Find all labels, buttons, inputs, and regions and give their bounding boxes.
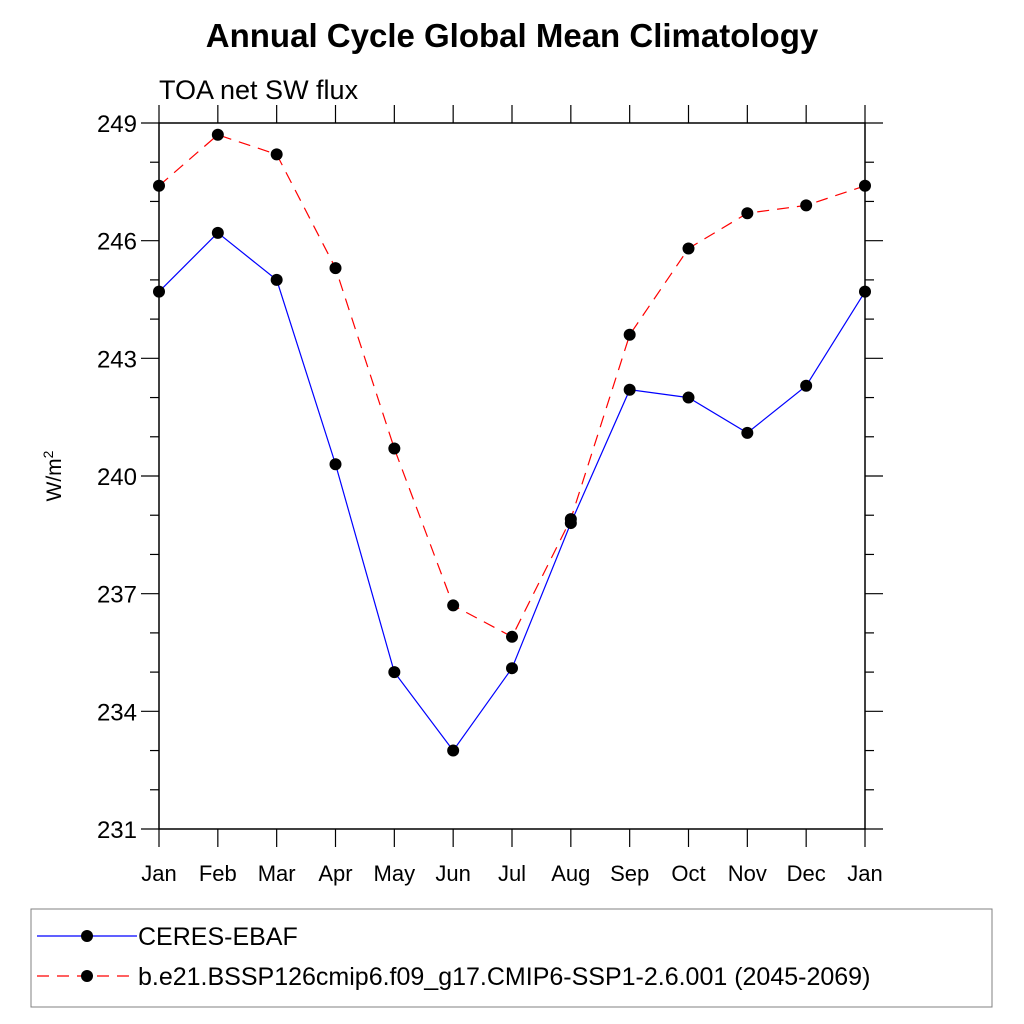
series-group xyxy=(153,128,871,757)
x-tick-label: Dec xyxy=(787,861,826,886)
series-0-point xyxy=(741,426,754,439)
y-axis: 231 234 237 240 243 246 249 xyxy=(97,111,883,844)
x-axis: Jan Feb Mar Apr May Jun Jul Aug Sep Oct Nov Dec Jan xyxy=(141,105,883,886)
x-tick-label: Oct xyxy=(671,861,705,886)
legend-box xyxy=(30,908,993,1008)
series-1-point xyxy=(741,207,754,220)
series-0-point xyxy=(388,666,401,679)
series-0-point xyxy=(800,379,813,392)
series-1-point xyxy=(682,242,695,255)
y-tick-label: 237 xyxy=(97,582,137,609)
plot-frame xyxy=(158,122,866,830)
series-1-point xyxy=(211,128,224,141)
series-1-point xyxy=(388,442,401,455)
y-axis-label-superscript: 2 xyxy=(40,450,56,458)
series-0-point xyxy=(153,285,165,298)
y-tick-label: 231 xyxy=(97,817,137,844)
x-tick-label: Jun xyxy=(435,861,470,886)
series-1-point xyxy=(329,262,342,275)
series-1-point xyxy=(623,328,636,341)
y-tick-label: 246 xyxy=(97,229,137,256)
series-0-point xyxy=(682,391,695,404)
series-0-point xyxy=(211,226,224,239)
series-1-point xyxy=(800,199,813,212)
series-1-point xyxy=(153,179,165,192)
x-tick-label: Jan xyxy=(141,861,176,886)
x-tick-label: Feb xyxy=(199,861,237,886)
series-0-point xyxy=(270,273,283,286)
x-tick-label: May xyxy=(374,861,416,886)
series-1-point xyxy=(859,179,871,192)
x-tick-label: Jul xyxy=(498,861,526,886)
y-tick-label: 243 xyxy=(97,346,137,373)
y-axis-label-unit: W/m xyxy=(43,458,66,501)
chart-title: Annual Cycle Global Mean Climatology xyxy=(206,17,819,54)
series-0-point xyxy=(447,744,460,757)
x-tick-label: Jan xyxy=(847,861,882,886)
y-axis-label: W/m2 xyxy=(40,450,66,501)
legend-marker-ceres xyxy=(81,930,93,942)
series-0-point xyxy=(623,383,636,396)
legend-label-model: b.e21.BSSP126cmip6.f09_g17.CMIP6-SSP1-2.… xyxy=(138,963,870,991)
legend-marker-model xyxy=(81,970,93,982)
y-tick-label: 234 xyxy=(97,699,137,726)
series-1-point xyxy=(270,148,283,161)
series-0-point xyxy=(506,662,518,675)
legend-label-ceres: CERES-EBAF xyxy=(138,923,298,951)
series-0-point xyxy=(329,458,342,471)
x-tick-label: Aug xyxy=(551,861,590,886)
chart-subtitle: TOA net SW flux xyxy=(159,75,359,105)
series-1-point xyxy=(564,513,577,526)
x-tick-label: Mar xyxy=(258,861,296,886)
x-tick-label: Nov xyxy=(728,861,767,886)
x-tick-label: Sep xyxy=(610,861,649,886)
series-1-point xyxy=(447,599,460,612)
series-1-point xyxy=(506,630,518,643)
y-tick-label: 240 xyxy=(97,464,137,491)
series-0-point xyxy=(859,285,871,298)
legend: CERES-EBAF b.e21.BSSP126cmip6.f09_g17.CM… xyxy=(30,908,993,1008)
y-tick-label: 249 xyxy=(97,111,137,138)
series-line-1 xyxy=(158,134,866,638)
x-tick-label: Apr xyxy=(318,861,352,886)
